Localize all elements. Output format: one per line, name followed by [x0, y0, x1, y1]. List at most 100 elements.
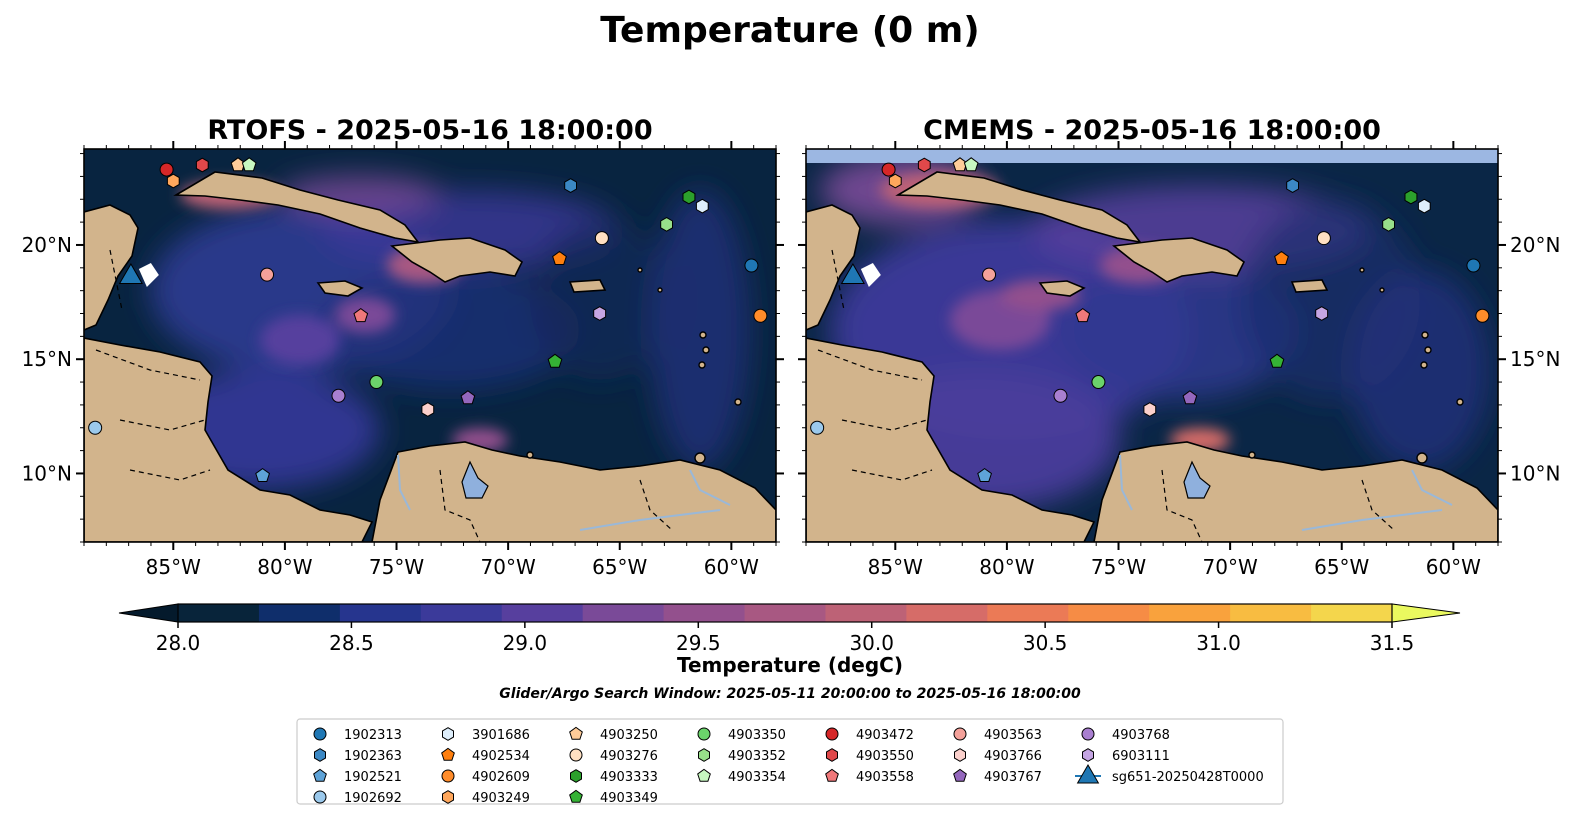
legend-label: 4902609 [472, 770, 530, 785]
float-3901686-marker [695, 198, 709, 214]
panel-title-cmems: CMEMS - 2025-05-16 18:00:00 [923, 115, 1381, 146]
legend-marker-4903349 [569, 789, 583, 803]
legend-marker-1902363 [314, 748, 326, 762]
y-tick-label: 20°N [22, 233, 72, 257]
float-4903350-marker [369, 375, 384, 390]
nodata-band-cmems [806, 149, 1498, 163]
colorbar-bin [987, 604, 1069, 622]
legend-entry-4903563: 4903563 [953, 727, 1042, 743]
x-tick-label: 80°W [257, 555, 312, 579]
borders-cmems [817, 249, 1395, 542]
legend-entry-4902609: 4902609 [441, 769, 530, 785]
float-1902692-marker [88, 420, 103, 435]
colorbar-bin [339, 604, 422, 622]
x-tick-label: 70°W [1203, 555, 1258, 579]
legend-label: 1902313 [344, 728, 402, 743]
float-1902692-marker [810, 420, 825, 435]
y-tick-label: 10°N [22, 461, 72, 485]
float-1902313-marker [744, 258, 759, 273]
x-tick-label: 85°W [868, 555, 923, 579]
float-6903111-marker [1315, 306, 1329, 321]
legend-label: 4903767 [984, 770, 1042, 785]
float-4903349-marker [547, 353, 563, 368]
legend-entry-4903352: 4903352 [698, 748, 786, 764]
colorbar-bin [1230, 604, 1312, 622]
float-4902609-marker [1475, 308, 1490, 323]
float-4903766-marker [421, 402, 435, 417]
legend-marker-4903250 [569, 726, 583, 740]
colorbar-bin [582, 604, 665, 622]
x-tick-label: 65°W [592, 555, 647, 579]
colorbar-tick-label: 30.5 [1023, 631, 1068, 655]
float-4902534-marker [552, 250, 567, 265]
float-4903352-marker [660, 217, 673, 232]
colorbar-bin [258, 604, 341, 622]
legend-label: 1902692 [344, 791, 402, 806]
float-1902363-marker [1286, 178, 1299, 193]
legend-label: 4903250 [600, 728, 658, 743]
legend-label: 4903249 [472, 791, 530, 806]
y-tick-label: 10°N [1510, 461, 1560, 485]
glider-sg651-20250428T0000-marker [840, 262, 865, 284]
float-4903563-marker [260, 267, 275, 282]
axes-frame-rtofs [83, 148, 777, 543]
float-4903768-marker [1053, 388, 1068, 403]
x-tick-label: 85°W [146, 555, 201, 579]
legend-label: 1902363 [344, 749, 402, 764]
legend-entry-1902692: 1902692 [313, 790, 402, 806]
legend-label: 4903550 [856, 749, 914, 764]
glider-sg651-20250428T0000-marker [118, 262, 143, 284]
float-4903354-marker [241, 157, 257, 172]
lake-maracaibo-rtofs [461, 460, 489, 499]
legend-entry-3901686: 3901686 [442, 727, 530, 743]
borders-rtofs [95, 249, 673, 542]
legend-marker-4903768 [1081, 727, 1095, 741]
float-4903767-marker [460, 390, 476, 405]
colorbar: 28.0 28.5 29.0 29.5 30.0 30.5 31.0 31.5 Tempera… [118, 603, 1461, 677]
float-4903768-marker [331, 388, 346, 403]
colorbar-bin [744, 604, 827, 622]
legend-label: 4903766 [984, 749, 1042, 764]
x-tick-label: 60°W [1426, 555, 1481, 579]
landmasses-rtofs [84, 171, 776, 542]
floats-cmems [810, 157, 1490, 482]
legend-entry-4903333: 4903333 [570, 769, 658, 785]
legend-label: sg651-20250428T0000 [1112, 770, 1264, 785]
float-4903767-marker [1182, 390, 1198, 405]
islands-rtofs [526, 267, 742, 464]
legend-entry-6903111: 6903111 [1082, 748, 1170, 764]
map-cmems [806, 149, 1498, 542]
legend-entry-4903550: 4903550 [826, 748, 914, 764]
legend-entry-1902521: 1902521 [313, 768, 402, 785]
legend-entry-4903558: 4903558 [825, 768, 914, 785]
colorbar-bin [1068, 604, 1150, 622]
colorbar-under-triangle [118, 603, 179, 623]
x-tick-label: 70°W [481, 555, 536, 579]
colorbar-tick-label: 29.5 [676, 631, 721, 655]
legend-marker-4903766 [954, 748, 966, 762]
float-4903563-marker [982, 267, 997, 282]
legend-label: 4903768 [1112, 728, 1170, 743]
legend-marker-6903111 [1082, 748, 1094, 762]
figure-title: Temperature (0 m) [600, 10, 979, 51]
float-4903550-marker [195, 157, 209, 173]
legend-label: 4903333 [600, 770, 658, 785]
float-4903766-marker [1143, 402, 1157, 417]
float-4903276-marker [1316, 231, 1331, 246]
rivers-rtofs [397, 454, 731, 531]
float-6903111-marker [593, 306, 607, 321]
legend-entry-sg651-20250428T0000: sg651-20250428T0000 [1075, 764, 1264, 785]
legend-marker-4902609 [441, 769, 455, 783]
legend-label: 4903349 [600, 791, 658, 806]
legend-entries: 1902313 1902363 1902521 1902692 3901686 49025… [313, 726, 1264, 806]
legend-marker-4903352 [698, 748, 710, 762]
legend-label: 4903276 [600, 749, 658, 764]
colorbar-over-triangle [1391, 603, 1461, 623]
colorbar-outline [177, 603, 1393, 623]
legend-entry-1902313: 1902313 [313, 727, 402, 743]
ticks-cmems: 85°W 80°W 75°W 70°W 65°W 60°W 10°N 15°N 20°N [798, 141, 1560, 579]
legend-label: 4903352 [728, 749, 786, 764]
y-tick-label: 15°N [1510, 347, 1560, 371]
colorbar-ticks: 28.0 28.5 29.0 29.5 30.0 30.5 31.0 31.5 [156, 622, 1414, 655]
float-4903333-marker [1404, 189, 1418, 205]
